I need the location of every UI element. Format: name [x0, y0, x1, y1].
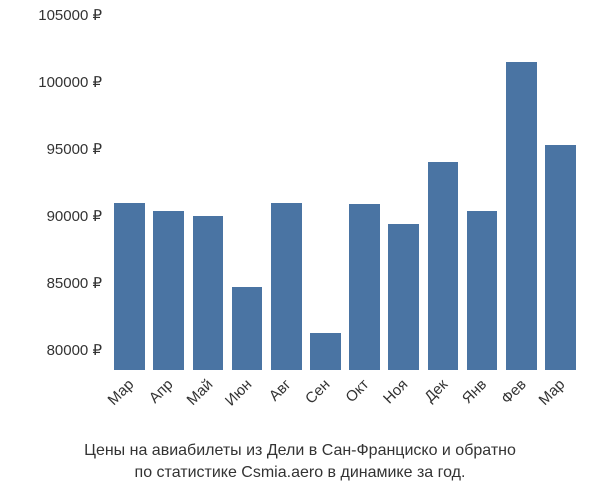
- bar: [428, 162, 459, 370]
- bar: [193, 216, 224, 370]
- y-tick-label: 80000 ₽: [47, 341, 110, 359]
- x-tick-label: Дек: [421, 376, 451, 406]
- bar: [271, 203, 302, 370]
- x-tick-label: Ноя: [380, 376, 411, 407]
- y-tick-label: 100000 ₽: [38, 73, 110, 91]
- caption-line-1: Цены на авиабилеты из Дели в Сан-Францис…: [0, 440, 600, 462]
- bar: [388, 224, 419, 370]
- y-tick-label: 95000 ₽: [47, 140, 110, 158]
- caption-line-2: по статистике Csmia.aero в динамике за г…: [0, 462, 600, 484]
- x-tick-label: Сен: [302, 376, 333, 407]
- y-tick-label: 90000 ₽: [47, 207, 110, 225]
- x-tick-label: Авг: [266, 376, 295, 405]
- bar: [467, 211, 498, 370]
- bar: [506, 62, 537, 370]
- bar: [545, 145, 576, 370]
- bar: [232, 287, 263, 370]
- x-tick-label: Июн: [222, 376, 255, 409]
- bar: [310, 333, 341, 371]
- x-tick-label: Янв: [459, 376, 490, 407]
- y-tick-label: 85000 ₽: [47, 274, 110, 292]
- plot-area: 80000 ₽85000 ₽90000 ₽95000 ₽100000 ₽1050…: [110, 15, 580, 370]
- bars-layer: [110, 15, 580, 370]
- x-tick-label: Фев: [498, 376, 530, 408]
- x-tick-label: Окт: [343, 376, 373, 406]
- bar: [349, 204, 380, 370]
- x-tick-label: Май: [183, 376, 216, 409]
- x-tick-label: Мар: [105, 376, 138, 409]
- bar: [153, 211, 184, 370]
- x-tick-label: Мар: [536, 376, 569, 409]
- price-chart: 80000 ₽ 85000 ₽ 90000 ₽ 95000 ₽ 100000 ₽ 1050…: [0, 0, 600, 500]
- chart-caption: Цены на авиабилеты из Дели в Сан-Францис…: [0, 440, 600, 483]
- x-tick-label: Апр: [146, 376, 177, 407]
- bar: [114, 203, 145, 370]
- y-tick-label: 105000 ₽: [38, 6, 110, 24]
